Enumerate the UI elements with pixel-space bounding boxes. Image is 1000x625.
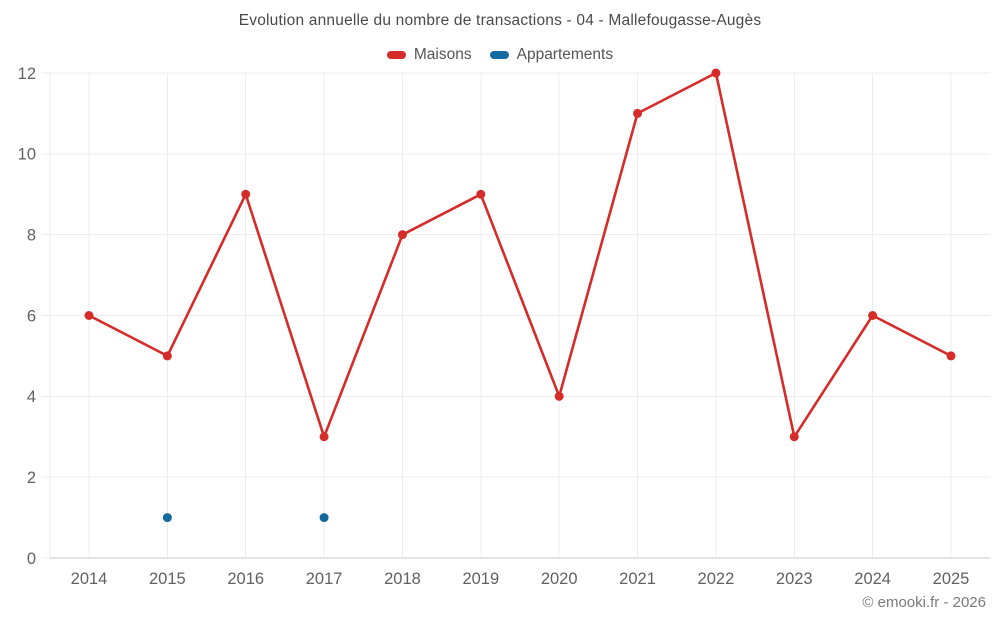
maisons-point[interactable] (162, 351, 172, 361)
y-tick-label: 10 (18, 146, 36, 164)
maisons-point[interactable] (397, 230, 407, 240)
y-tick-label: 8 (27, 226, 36, 244)
maisons-point[interactable] (554, 391, 564, 401)
x-tick-label: 2024 (854, 570, 891, 588)
appartements-point[interactable] (162, 513, 172, 523)
x-tick-label: 2022 (698, 570, 735, 588)
maisons-legend-label: Maisons (413, 46, 472, 63)
x-tick-label: 2016 (227, 570, 264, 588)
x-tick-label: 2025 (933, 570, 970, 588)
x-tick-label: 2019 (462, 570, 499, 588)
maisons-point[interactable] (476, 189, 486, 199)
maisons-legend-swatch (386, 51, 406, 59)
y-tick-label: 4 (27, 388, 36, 406)
y-tick-label: 0 (27, 550, 36, 568)
maisons-point[interactable] (711, 68, 721, 78)
maisons-line (87, 71, 953, 439)
copyright-text: © emooki.fr - 2026 (862, 594, 986, 611)
x-tick-label: 2014 (71, 570, 108, 588)
appartements-point[interactable] (319, 513, 329, 523)
x-tick-label: 2020 (541, 570, 578, 588)
maisons-point[interactable] (946, 351, 956, 361)
chart-legend: Maisons Appartements (0, 46, 1000, 64)
y-tick-label: 2 (27, 469, 36, 487)
maisons-point[interactable] (789, 432, 799, 442)
legend-item-appartements[interactable]: Appartements (489, 46, 614, 64)
maisons-point[interactable] (84, 311, 94, 320)
maisons-point[interactable] (868, 311, 878, 320)
legend-item-maisons[interactable]: Maisons (386, 46, 472, 64)
appartements-legend-label: Appartements (516, 46, 614, 63)
x-tick-label: 2018 (384, 570, 421, 588)
appartements-legend-swatch (489, 51, 509, 59)
x-tick-label: 2015 (149, 570, 186, 588)
maisons-point[interactable] (633, 108, 643, 118)
x-tick-label: 2017 (306, 570, 343, 588)
maisons-point[interactable] (241, 189, 251, 199)
y-tick-label: 12 (18, 65, 36, 83)
maisons-point[interactable] (319, 432, 329, 442)
x-tick-label: 2021 (619, 570, 656, 588)
y-tick-label: 6 (27, 307, 36, 325)
chart-title: Evolution annuelle du nombre de transact… (238, 12, 762, 29)
x-tick-label: 2023 (776, 570, 813, 588)
